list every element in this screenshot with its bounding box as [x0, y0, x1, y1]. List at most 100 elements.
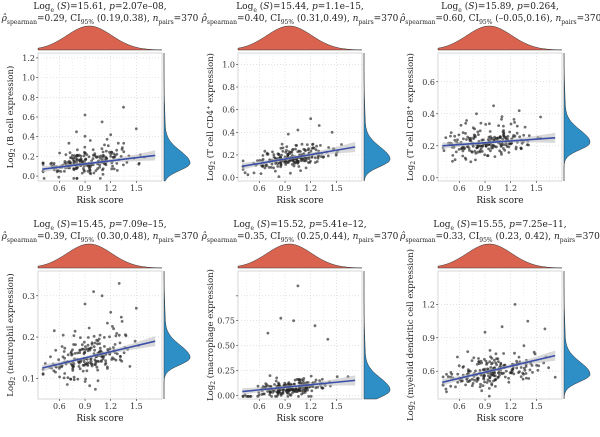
- scatter-point: [449, 384, 453, 388]
- scatter-point: [90, 362, 94, 366]
- scatter-point: [82, 360, 86, 363]
- scatter-point: [311, 146, 315, 150]
- scatter-point: [309, 374, 313, 378]
- scatter-point: [54, 370, 57, 374]
- scatter-point: [291, 391, 294, 395]
- scatter-point: [279, 316, 283, 320]
- scatter-point: [267, 166, 271, 169]
- scatter-point: [279, 391, 282, 395]
- scatter-point: [93, 348, 96, 352]
- scatter-point: [76, 377, 80, 381]
- scatter-point: [85, 153, 89, 157]
- scatter-point: [487, 147, 490, 151]
- scatter-point: [476, 376, 480, 380]
- scatter-point: [89, 346, 93, 350]
- y-density-curve: [363, 271, 391, 400]
- scatter-point: [115, 169, 119, 172]
- scatter-point: [57, 169, 61, 173]
- scatter-point: [461, 145, 464, 149]
- chart-svg: 0.6 0.9 1.2 1.5 0.0 0.2 0.4 0.6 Risk score Log2 (…: [405, 25, 591, 206]
- y-tick-label: 0.4: [422, 110, 435, 119]
- scatter-point: [82, 352, 86, 356]
- scatter-point: [513, 351, 516, 355]
- scatter-point: [110, 150, 113, 154]
- scatter-point: [114, 358, 118, 362]
- scatter-point: [502, 352, 505, 355]
- y-tick-label: 0.0: [22, 172, 35, 181]
- scatter-point: [276, 393, 280, 397]
- scatter-point: [536, 368, 540, 372]
- x-tick-label: 1.2: [504, 184, 517, 193]
- scatter-point: [65, 383, 69, 386]
- scatter-point: [64, 153, 68, 157]
- scatter-point: [444, 136, 448, 140]
- y-tick-label: 1.2: [422, 300, 435, 309]
- scatter-point: [108, 347, 112, 351]
- scatter-point: [72, 167, 76, 171]
- scatter-point: [66, 160, 69, 164]
- scatter-point: [496, 357, 500, 361]
- scatter-point: [491, 373, 494, 376]
- scatter-point: [496, 375, 500, 379]
- scatter-point: [479, 147, 483, 151]
- scatter-point: [476, 130, 480, 134]
- scatter-point: [272, 166, 275, 170]
- stat-line-1: Loge (S)=15.45, p=7.09e–15,: [33, 220, 167, 232]
- scatter-point: [470, 384, 474, 388]
- scatter-point: [92, 290, 95, 293]
- scatter-point: [486, 154, 489, 158]
- scatter-point: [498, 135, 502, 139]
- scatter-point: [499, 145, 503, 148]
- scatter-point: [474, 158, 477, 162]
- y-density-curve: [563, 271, 591, 400]
- confidence-band: [442, 350, 556, 386]
- scatter-point: [73, 329, 77, 333]
- scatter-point: [106, 348, 110, 351]
- scatter-point: [521, 371, 525, 375]
- scatter-point: [490, 362, 493, 366]
- scatter-point: [105, 137, 109, 141]
- scatter-point: [462, 365, 465, 368]
- scatter-point: [461, 149, 465, 153]
- x-tick-label: 0.9: [279, 402, 292, 411]
- y-axis-label: Log2 (B cell expression): [5, 66, 17, 169]
- scatter-point: [335, 375, 339, 379]
- scatter-point: [478, 129, 482, 133]
- scatter-point: [106, 321, 109, 325]
- scatter-point: [474, 369, 477, 373]
- scatter-point: [122, 150, 126, 154]
- y-density-curve: [163, 53, 191, 182]
- scatter-point: [519, 147, 523, 151]
- scatter-point: [496, 136, 500, 140]
- scatter-point: [553, 375, 557, 379]
- scatter-point: [266, 331, 270, 335]
- scatter-point: [63, 346, 67, 350]
- scatter-point: [109, 155, 113, 158]
- scatter-point: [277, 175, 281, 179]
- scatter-point: [309, 149, 313, 153]
- scatter-point: [291, 148, 294, 152]
- scatter-point: [508, 371, 512, 375]
- x-tick-label: 1.2: [504, 402, 517, 411]
- scatter-point: [80, 171, 84, 175]
- scatter-point: [446, 375, 450, 379]
- scatter-point: [93, 358, 97, 362]
- scatter-point: [104, 155, 107, 159]
- scatter-point: [507, 380, 511, 384]
- scatter-point: [77, 365, 81, 368]
- scatter-point: [498, 373, 501, 377]
- scatter-point: [115, 148, 119, 152]
- scatter-point: [463, 156, 467, 160]
- scatter-point: [93, 152, 97, 156]
- scatter-point: [307, 395, 311, 398]
- scatter-point: [75, 177, 79, 180]
- scatter-point: [480, 138, 484, 142]
- scatter-point: [504, 369, 508, 373]
- scatter-point: [82, 340, 86, 344]
- scatter-point: [524, 372, 528, 375]
- scatter-point: [109, 133, 113, 137]
- scatter-point: [300, 142, 304, 146]
- scatter-point: [280, 142, 284, 146]
- scatter-point: [480, 150, 484, 153]
- scatter-point: [492, 144, 496, 148]
